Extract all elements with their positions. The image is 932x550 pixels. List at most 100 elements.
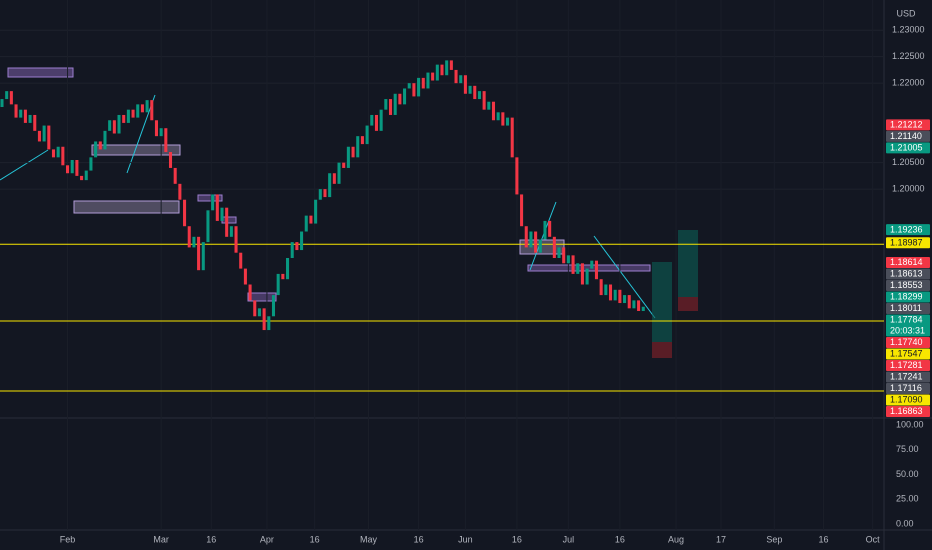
x-tick-label: Feb [60,534,76,544]
candle-body [463,75,467,94]
price-tag: 1.21140 [886,130,930,142]
position-target [678,230,698,297]
price-tag: 1.21212 [886,119,930,131]
candle-body [454,69,458,84]
candle-body [215,194,219,221]
x-tick-label: 16 [310,534,320,544]
candle-body [243,268,247,285]
candle-body [290,242,294,259]
price-tag-box [886,224,930,236]
candle-body [295,242,299,251]
price-tag-label: 1.17281 [890,360,923,370]
osc-tick-label: 0.00 [896,518,914,528]
candle-body [613,289,617,301]
candle-body [145,100,149,113]
candle-body [417,77,421,97]
candle-body [5,91,9,100]
zone-box [527,264,651,272]
x-tick-label: 16 [414,534,424,544]
y-tick-label: 1.20000 [892,184,925,194]
price-tag: 1.18614 [886,257,930,269]
candle-body [309,215,313,224]
y-tick-label: 1.23000 [892,25,925,35]
x-tick-label: 16 [818,534,828,544]
price-tag-box [886,142,930,154]
candle-body [89,157,93,171]
candle-body [267,316,271,331]
candle-body [61,146,65,166]
price-tag-label: 1.18553 [890,280,923,290]
candle-body [271,295,276,317]
position-stop [652,342,672,358]
price-tag-box [886,406,930,418]
candle-body [459,75,463,84]
price-tag-label: 1.17740 [890,337,923,347]
candle-body [468,85,472,94]
candle-body [66,165,70,174]
trend-line [0,149,49,181]
candle-body [431,72,435,81]
candle-body [585,268,589,285]
candle-body [80,175,84,181]
candle-body [384,99,388,110]
candle-body [370,114,374,126]
drawings [0,67,698,358]
candle-body [449,60,453,70]
price-tag-box [886,130,930,142]
candle-body [150,100,154,121]
price-tag-label: 1.19236 [890,224,923,234]
y-tick-label: 1.22500 [892,51,925,61]
candle-body [257,308,261,317]
candle-body [580,263,584,285]
candle-body [14,104,18,118]
price-countdown: 20:03:31 [890,325,925,335]
candle-body [342,162,346,168]
candle-body [187,226,191,248]
position-stop [678,297,698,311]
candle-body [365,125,369,145]
candle-body [337,162,341,184]
candle-body [154,120,158,137]
y-tick-label: 1.22000 [892,78,925,88]
candle-body [47,125,51,150]
candle-body [276,273,280,296]
candle-body [178,183,182,200]
price-tag-box [886,237,930,249]
candle-body [28,114,32,123]
price-tag: 1.17281 [886,360,930,372]
candle-body [332,173,336,184]
candle-body [0,99,4,108]
candle-body [403,88,407,105]
price-tag-box [886,337,930,349]
candle-body [506,117,510,126]
price-tag: 1.18613 [886,268,930,280]
candle-body [487,101,491,110]
candle-body [173,167,177,184]
candle-body [473,85,477,100]
price-tag-label: 1.18299 [890,292,923,302]
candle-body [637,300,641,311]
osc-tick-label: 100.00 [896,419,924,429]
price-tag-box [886,394,930,406]
zone-box [73,200,180,214]
x-tick-label: Oct [866,534,881,544]
zone-box [221,216,237,224]
candle-body [445,60,449,76]
candle-body [426,72,430,89]
candle-body [201,242,205,271]
price-tag-box [886,291,930,303]
candle-body [407,83,411,89]
candle-body [599,279,603,296]
candle-body [136,104,140,118]
x-tick-label: Jun [458,534,473,544]
candle-body [491,101,496,121]
candle-body [131,109,135,118]
price-tag-box [886,257,930,269]
candle-body [23,109,27,123]
candle-body [412,83,416,97]
candle-body [328,173,332,198]
price-tag-box [886,280,930,292]
price-tag-label: 1.17547 [890,349,923,359]
